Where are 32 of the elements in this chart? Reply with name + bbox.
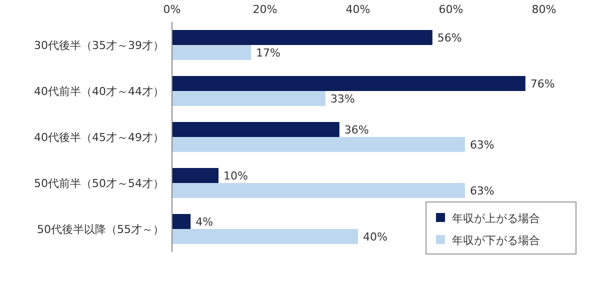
bar xyxy=(172,45,252,60)
data-label: 76% xyxy=(530,78,555,90)
y-tick-label: 40代前半（40才～44才） xyxy=(34,85,164,98)
x-tick-label: 20% xyxy=(252,3,278,16)
data-label: 56% xyxy=(437,32,462,44)
legend-label: 年収が下がる場合 xyxy=(452,234,540,247)
y-tick-label: 50代後半以降（55才～） xyxy=(37,223,164,236)
data-label: 63% xyxy=(470,138,494,152)
bar xyxy=(172,76,526,91)
x-tick-label: 80% xyxy=(532,3,556,16)
data-label: 33% xyxy=(330,92,355,106)
bar xyxy=(172,183,465,198)
data-label: 36% xyxy=(344,124,369,136)
bar xyxy=(172,168,218,183)
data-label: 63% xyxy=(470,184,494,198)
bar xyxy=(172,122,340,137)
data-label: 17% xyxy=(256,46,281,60)
bar xyxy=(172,137,465,152)
data-label: 40% xyxy=(363,230,388,244)
bar xyxy=(172,30,432,45)
y-tick-label: 50代前半（50才～54才） xyxy=(34,177,164,190)
y-tick-label: 40代後半（45才～49才） xyxy=(34,131,164,144)
y-tick-label: 30代後半（35才～39才） xyxy=(34,39,164,52)
bar xyxy=(172,229,358,244)
x-tick-label: 0% xyxy=(163,3,181,16)
data-label: 4% xyxy=(196,216,214,228)
data-label: 10% xyxy=(224,170,248,182)
x-tick-label: 40% xyxy=(346,3,370,16)
legend-label: 年収が上がる場合 xyxy=(452,212,540,225)
bar xyxy=(172,91,326,106)
bar xyxy=(172,214,191,229)
x-tick-label: 60% xyxy=(438,3,464,16)
